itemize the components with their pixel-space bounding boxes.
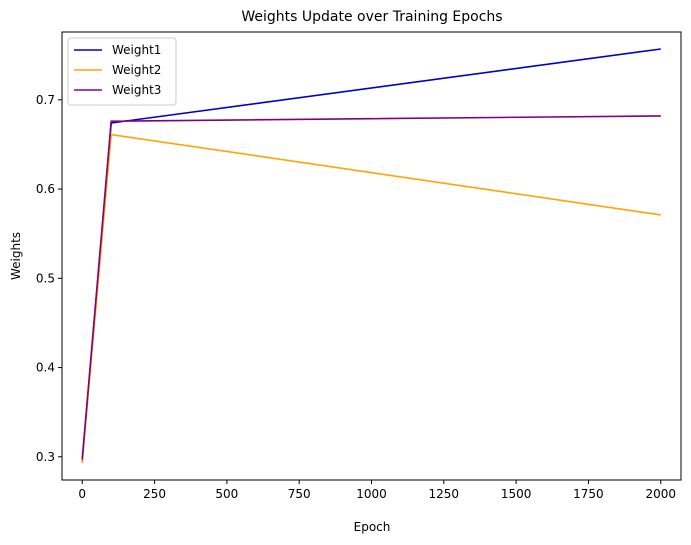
legend-label: Weight1 bbox=[112, 43, 161, 57]
y-tick-label: 0.4 bbox=[36, 361, 55, 375]
x-tick-label: 1750 bbox=[573, 487, 604, 501]
x-tick-label: 2000 bbox=[645, 487, 676, 501]
series-line-weight3 bbox=[81, 115, 661, 460]
chart-title: Weights Update over Training Epochs bbox=[241, 9, 502, 25]
y-axis: 0.3 0.4 0.5 0.6 0.7 bbox=[36, 93, 62, 464]
legend-box bbox=[67, 37, 177, 106]
x-tick-label: 0 bbox=[78, 487, 86, 501]
x-tick-label: 1500 bbox=[501, 487, 532, 501]
y-tick-label: 0.7 bbox=[36, 93, 55, 107]
series-lines bbox=[81, 48, 661, 464]
x-axis: 0 250 500 750 1000 1250 1500 1750 2000 bbox=[78, 480, 676, 501]
x-tick-label: 1000 bbox=[356, 487, 387, 501]
series-line-weight1 bbox=[81, 48, 661, 462]
legend-label: Weight2 bbox=[112, 63, 161, 77]
y-axis-title: Weights bbox=[9, 232, 23, 280]
series-line-weight2 bbox=[81, 133, 661, 464]
y-tick-label: 0.5 bbox=[36, 271, 55, 285]
y-tick-label: 0.3 bbox=[36, 450, 55, 464]
legend-label: Weight3 bbox=[112, 83, 161, 97]
x-axis-title: Epoch bbox=[354, 520, 391, 534]
x-tick-label: 1250 bbox=[429, 487, 460, 501]
x-tick-label: 500 bbox=[215, 487, 238, 501]
legend: Weight1 Weight2 Weight3 bbox=[67, 37, 177, 106]
y-tick-label: 0.6 bbox=[36, 182, 55, 196]
x-tick-label: 750 bbox=[288, 487, 311, 501]
x-tick-label: 250 bbox=[143, 487, 166, 501]
